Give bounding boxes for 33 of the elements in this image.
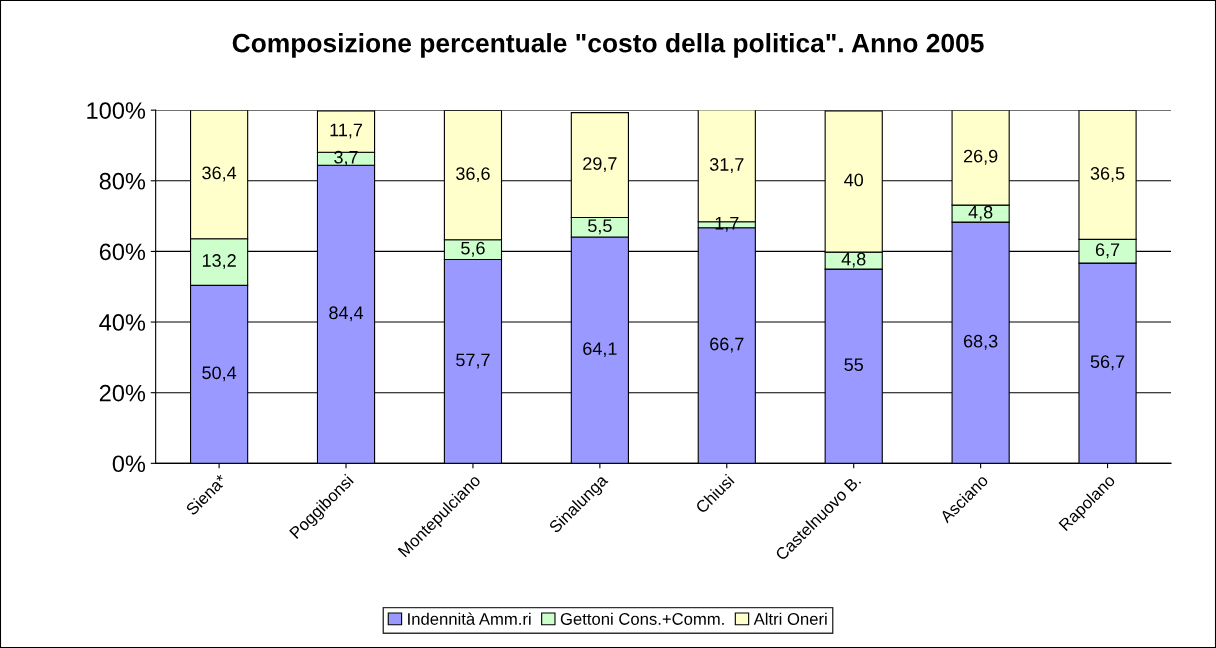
- data-label: 26,9: [963, 149, 998, 165]
- y-tick-label: 60%: [99, 243, 146, 261]
- y-tick-label: 100%: [87, 102, 146, 119]
- data-label: 50,4: [202, 366, 237, 382]
- data-label: 29,7: [583, 157, 617, 173]
- data-label: 31,7: [709, 158, 744, 173]
- data-label: 36,4: [202, 166, 237, 182]
- y-tick-label: 40%: [99, 314, 146, 331]
- chart-title: Composizione percentuale "costo della politica". Anno 2005: [232, 33, 984, 58]
- data-label: 66,7: [710, 337, 744, 353]
- y-tick-label: 0%: [112, 455, 146, 473]
- data-label: 3,7: [334, 150, 358, 166]
- legend-label: Gettoni Cons.+Comm.: [560, 612, 724, 625]
- data-label: 68,3: [963, 334, 998, 350]
- data-label: 55: [844, 358, 863, 372]
- data-label: 36,6: [456, 167, 490, 183]
- data-label: 11,7: [330, 123, 363, 139]
- legend-label: Indennità Amm.ri: [408, 612, 531, 625]
- data-label: 5,5: [588, 219, 612, 235]
- legend-label: Altri Oneri: [753, 612, 827, 625]
- data-label: 4,8: [841, 252, 866, 268]
- data-label: 64,1: [583, 342, 617, 358]
- data-label: 56,7: [1090, 355, 1125, 371]
- data-label: 5,6: [461, 241, 485, 257]
- data-label: 13,2: [202, 254, 236, 269]
- data-label: 40: [844, 173, 864, 187]
- data-label: 36,5: [1090, 167, 1125, 182]
- data-label: 84,4: [329, 306, 364, 322]
- y-tick-label: 20%: [99, 384, 146, 402]
- data-label: 57,7: [456, 353, 490, 369]
- data-label: 4,8: [968, 205, 993, 221]
- y-tick-label: 80%: [99, 172, 146, 190]
- data-label: 6,7: [1095, 243, 1120, 259]
